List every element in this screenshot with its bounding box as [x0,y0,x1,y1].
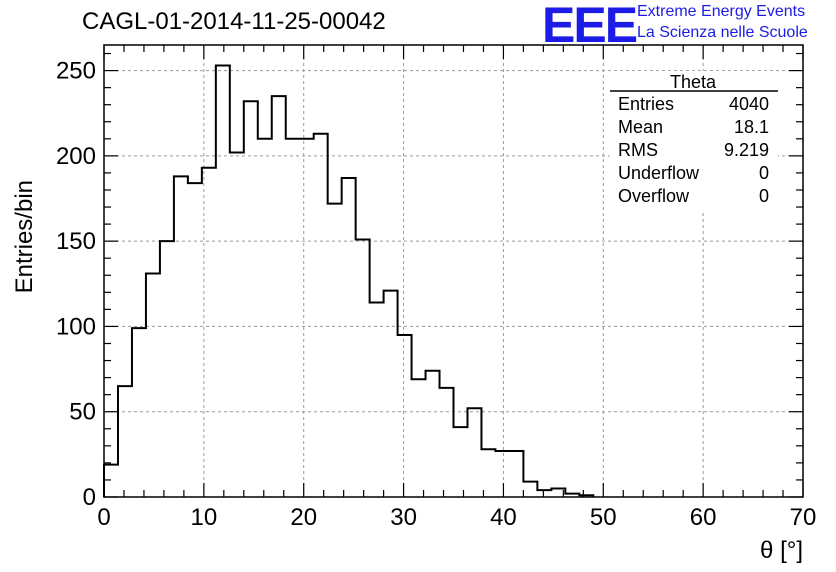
y-axis-label: Entries/bin [11,180,38,293]
histogram-bin [258,139,272,497]
y-tick-labels: 0 50 100 150 200 250 [56,58,96,511]
stats-label: Mean [618,117,663,137]
histogram-bin [174,176,188,497]
x-tick-label: 0 [97,504,110,531]
stats-label: Entries [618,94,674,114]
x-tick-label: 40 [490,504,517,531]
histogram-bin [509,451,523,497]
histogram-bins [104,65,593,497]
x-axis-label: θ [°] [760,537,803,564]
histogram-outline [103,64,595,497]
stats-box: Theta Entries 4040 Mean 18.1 RMS 9.219 Underfl… [610,71,778,210]
histogram-bin [300,139,314,497]
run-title: CAGL-01-2014-11-25-00042 [82,8,386,35]
histogram-bin [216,65,230,497]
x-tick-label: 60 [690,504,717,531]
stats-box-title: Theta [670,72,717,92]
stats-label: RMS [618,140,658,160]
histogram-bin [146,274,160,497]
histogram-bin [398,335,412,497]
logo-line-2: La Scienza nelle Scuole [637,24,808,41]
y-tick-label: 100 [56,313,96,340]
histogram-bin [230,152,244,497]
stats-value: 18.1 [734,117,769,137]
histogram-bin [244,101,258,497]
stats-label: Underflow [618,163,700,183]
histogram-bin [342,178,356,497]
y-tick-label: 150 [56,228,96,255]
x-tick-labels: 0 10 20 30 40 50 60 70 [97,504,816,531]
plot-frame [103,44,804,498]
stats-value: 9.219 [724,140,769,160]
eee-logo: EEE [542,0,638,53]
histogram-bin [495,451,509,497]
x-tick-label: 10 [191,504,218,531]
histogram-bin [286,139,300,497]
x-tick-label: 70 [790,504,817,531]
histogram-bin [412,379,426,497]
axis-ticks [103,45,804,498]
stats-value: 0 [759,163,769,183]
y-tick-label: 0 [83,484,96,511]
y-tick-label: 50 [69,399,96,426]
y-tick-label: 200 [56,143,96,170]
histogram-bin [160,241,174,497]
logo-line-1: Extreme Energy Events [637,3,806,20]
stats-value: 4040 [729,94,769,114]
histogram-bin [523,482,537,497]
histogram-bin [467,408,481,497]
x-tick-label: 20 [290,504,317,531]
histogram-bin [537,490,551,497]
histogram-bin [370,303,384,497]
stats-label: Overflow [618,186,690,206]
histogram-bin [314,134,328,497]
histogram-bin [118,386,132,497]
histogram-bin [188,183,202,497]
histogram-bin [454,427,468,497]
histogram-bin [132,328,146,497]
x-tick-label: 30 [390,504,417,531]
stats-value: 0 [759,186,769,206]
histogram-bin [384,291,398,497]
histogram-bin [356,239,370,497]
x-tick-label: 50 [590,504,617,531]
histogram-bin [328,204,342,497]
y-tick-label: 250 [56,58,96,85]
histogram-bin [104,465,118,497]
histogram-bin [426,371,440,497]
histogram-bin [440,388,454,497]
stats-rows: Entries 4040 Mean 18.1 RMS 9.219 Underflow 0 Ove… [618,94,769,206]
histogram-bin [481,449,495,497]
